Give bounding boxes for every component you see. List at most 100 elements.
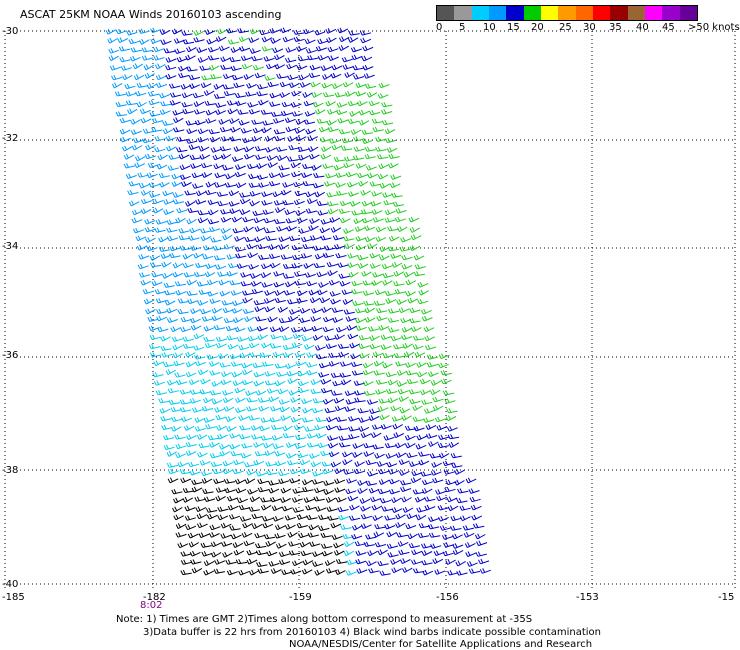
wind-barb xyxy=(412,405,423,411)
wind-barb xyxy=(252,362,264,368)
wind-barb xyxy=(468,488,480,494)
wind-barb xyxy=(248,342,260,349)
wind-barb xyxy=(390,405,402,412)
wind-barb xyxy=(291,111,303,117)
wind-barb xyxy=(438,452,450,459)
wind-barb xyxy=(193,345,205,351)
wind-barb xyxy=(406,452,418,458)
wind-barb xyxy=(309,541,321,547)
wind-barb xyxy=(179,245,191,251)
legend-swatch xyxy=(523,6,541,20)
wind-barb xyxy=(185,351,196,358)
wind-barb xyxy=(131,217,143,224)
wind-barb xyxy=(222,84,234,90)
wind-barb xyxy=(356,172,369,179)
wind-barb xyxy=(160,101,172,107)
wind-barb xyxy=(428,441,439,447)
wind-barb xyxy=(290,416,302,423)
wind-barb xyxy=(374,452,385,459)
wind-barb xyxy=(424,335,436,342)
wind-barb xyxy=(305,504,317,511)
legend-swatch xyxy=(610,6,628,20)
wind-barb xyxy=(172,198,185,205)
wind-barb xyxy=(149,111,161,117)
wind-barb xyxy=(383,435,395,441)
wind-barb xyxy=(190,559,202,565)
wind-barb xyxy=(137,263,149,270)
wind-barb xyxy=(222,234,233,241)
wind-barb xyxy=(269,101,281,107)
wind-barb xyxy=(224,182,237,188)
wind-barb xyxy=(172,110,184,116)
wind-barb xyxy=(417,298,429,305)
lon-label-182: -182 xyxy=(143,592,166,603)
wind-barb xyxy=(360,209,373,215)
wind-barb xyxy=(235,182,247,189)
wind-barb xyxy=(132,227,144,234)
wind-barb xyxy=(282,36,294,43)
wind-barb xyxy=(328,55,339,62)
wind-barb xyxy=(137,172,149,178)
wind-barb xyxy=(220,216,232,223)
wind-barb xyxy=(252,210,264,216)
wind-barb xyxy=(290,569,302,575)
wind-barb xyxy=(395,513,406,520)
wind-barb xyxy=(191,479,203,485)
wind-barb xyxy=(173,117,184,124)
wind-barb xyxy=(155,74,167,81)
wind-barb xyxy=(390,558,401,565)
wind-barb xyxy=(327,442,339,449)
wind-barb xyxy=(343,469,355,475)
wind-barb xyxy=(325,100,336,107)
wind-barb xyxy=(219,362,231,368)
wind-barb xyxy=(171,336,183,342)
wind-barb xyxy=(105,28,117,35)
wind-barb xyxy=(305,208,318,214)
wind-barb xyxy=(290,406,302,413)
wind-barb xyxy=(338,208,351,214)
wind-barb xyxy=(393,352,406,359)
wind-barb xyxy=(178,228,190,234)
wind-barb xyxy=(358,426,370,432)
wind-barb xyxy=(351,280,363,287)
wind-barb xyxy=(278,165,290,171)
wind-barb xyxy=(465,551,477,557)
wind-barb xyxy=(334,243,346,250)
wind-barb xyxy=(144,153,156,160)
wind-barb xyxy=(290,327,303,333)
wind-barb xyxy=(292,507,304,513)
wind-barb xyxy=(342,81,354,88)
wind-barb xyxy=(229,433,241,439)
wind-barb xyxy=(140,189,152,196)
wind-barb xyxy=(247,252,258,259)
wind-barb xyxy=(368,568,380,574)
wind-barb xyxy=(421,479,434,486)
wind-barb xyxy=(178,72,190,79)
wind-barb xyxy=(247,335,259,342)
wind-barb xyxy=(258,182,270,188)
wind-barb xyxy=(351,524,363,531)
wind-barb xyxy=(220,533,232,539)
wind-barb xyxy=(121,145,133,152)
wind-barb xyxy=(410,326,422,333)
legend-tick-label: 30 xyxy=(583,22,596,33)
wind-barb xyxy=(215,414,227,421)
wind-barb xyxy=(189,83,201,89)
wind-barb xyxy=(209,298,221,304)
wind-barb xyxy=(362,380,374,387)
wind-barb xyxy=(150,38,162,44)
wind-barb xyxy=(296,514,308,520)
wind-barb xyxy=(193,252,204,259)
wind-barb xyxy=(305,128,316,135)
wind-barb xyxy=(175,452,186,459)
wind-barb xyxy=(299,317,311,323)
legend-swatch xyxy=(488,6,507,20)
wind-barb xyxy=(378,479,390,485)
wind-barb xyxy=(386,543,399,549)
wind-barb xyxy=(312,551,323,557)
wind-barb xyxy=(257,568,269,574)
wind-barb xyxy=(332,317,344,323)
wind-barb xyxy=(369,335,380,342)
wind-barb xyxy=(285,452,297,459)
wind-barb xyxy=(138,28,150,34)
